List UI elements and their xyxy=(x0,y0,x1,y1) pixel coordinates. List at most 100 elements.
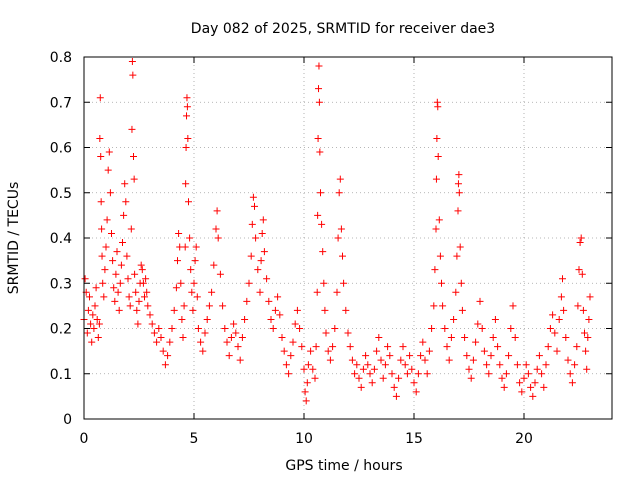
data-point xyxy=(223,338,231,346)
data-point xyxy=(260,248,268,256)
data-point xyxy=(318,220,326,228)
data-point xyxy=(117,261,125,269)
data-point xyxy=(320,279,328,287)
data-point xyxy=(296,325,304,332)
data-point xyxy=(89,311,97,319)
data-point xyxy=(368,379,376,387)
y-tick-label: 0 xyxy=(63,412,72,428)
data-point xyxy=(122,198,130,206)
data-point xyxy=(84,306,92,314)
data-point xyxy=(257,257,265,265)
data-point xyxy=(197,338,205,346)
data-point xyxy=(579,306,587,314)
data-point xyxy=(527,383,535,391)
y-tick-label: 0.2 xyxy=(50,322,72,338)
data-point xyxy=(500,383,508,391)
data-point xyxy=(126,302,134,310)
y-tick-label: 0.1 xyxy=(50,367,72,383)
data-point xyxy=(278,334,286,342)
data-point xyxy=(336,175,344,183)
data-point xyxy=(417,352,425,360)
x-tick-label: 5 xyxy=(190,431,199,447)
data-point xyxy=(584,334,592,342)
y-axis-label: SRMTID / TECUs xyxy=(6,182,22,295)
data-point xyxy=(214,234,222,242)
data-point xyxy=(83,329,91,337)
data-point xyxy=(577,234,585,242)
data-point xyxy=(366,370,374,378)
data-point xyxy=(190,279,198,287)
data-point xyxy=(518,388,526,396)
data-point xyxy=(566,370,574,378)
data-point xyxy=(137,261,145,269)
data-point xyxy=(155,325,163,332)
data-point xyxy=(576,239,584,247)
data-point xyxy=(321,306,329,314)
data-point xyxy=(248,220,256,228)
data-point xyxy=(311,374,319,382)
data-point xyxy=(324,347,332,355)
data-point xyxy=(535,352,543,360)
data-point xyxy=(487,352,495,360)
data-point xyxy=(432,175,440,183)
data-point xyxy=(106,189,114,197)
data-point xyxy=(317,189,324,197)
data-point xyxy=(573,343,581,351)
data-point xyxy=(458,306,466,314)
data-point xyxy=(274,293,282,301)
data-point xyxy=(431,266,439,274)
data-point xyxy=(314,211,322,219)
data-point xyxy=(337,225,345,233)
data-point xyxy=(94,334,102,342)
data-point xyxy=(245,279,253,287)
data-point xyxy=(153,338,161,346)
data-point xyxy=(238,334,246,342)
data-point xyxy=(423,370,431,378)
data-point xyxy=(208,288,216,296)
data-point xyxy=(433,134,441,142)
data-point xyxy=(179,334,187,342)
data-point xyxy=(476,297,484,305)
data-point xyxy=(564,356,572,364)
data-point xyxy=(520,374,528,382)
data-point xyxy=(289,338,297,346)
data-point xyxy=(95,320,103,328)
data-point xyxy=(194,325,202,332)
y-tick-labels: 0 0.1 0.2 0.3 0.4 0.5 0.6 0.7 0.8 xyxy=(50,50,72,428)
data-point xyxy=(359,365,367,373)
data-point xyxy=(388,370,396,378)
data-point xyxy=(355,374,363,382)
data-point xyxy=(183,94,191,102)
data-point xyxy=(247,252,255,260)
grid-lines xyxy=(84,57,612,419)
data-point xyxy=(116,279,124,287)
data-point xyxy=(100,293,108,301)
data-point xyxy=(313,288,321,296)
data-point xyxy=(307,347,315,355)
y-tick-label: 0.7 xyxy=(50,95,72,111)
data-point xyxy=(109,257,117,265)
data-point xyxy=(463,352,471,360)
data-point xyxy=(99,279,107,287)
data-point xyxy=(544,343,552,351)
data-point xyxy=(312,343,320,351)
data-point xyxy=(183,103,191,111)
data-point xyxy=(335,189,343,197)
data-point xyxy=(114,288,122,296)
data-point xyxy=(315,62,323,70)
data-point xyxy=(465,365,473,373)
data-point xyxy=(177,279,185,287)
data-point xyxy=(148,320,156,328)
data-point xyxy=(164,352,172,360)
data-point xyxy=(390,383,398,391)
data-point xyxy=(397,356,405,364)
data-point xyxy=(342,306,350,314)
data-point xyxy=(511,334,519,342)
data-point xyxy=(430,302,438,310)
data-point xyxy=(212,225,220,233)
data-point xyxy=(529,392,537,400)
data-point xyxy=(434,153,442,161)
data-point xyxy=(271,306,279,314)
data-point xyxy=(315,98,323,106)
data-point xyxy=(438,279,445,287)
